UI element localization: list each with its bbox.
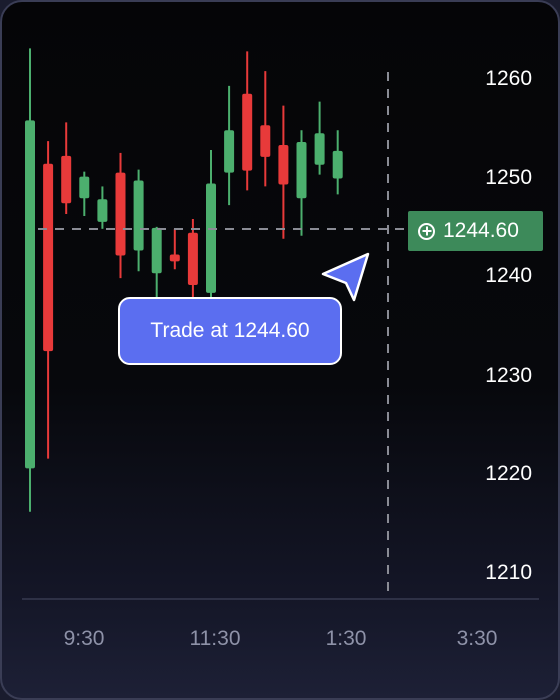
y-tick-label: 1240: [485, 264, 532, 287]
pointer-arrow-icon: [321, 252, 370, 302]
candle-body: [242, 93, 253, 171]
candle-body: [332, 150, 343, 179]
candle-body: [115, 172, 126, 256]
candle-body: [133, 180, 144, 251]
trade-tooltip-button[interactable]: Trade at 1244.60: [118, 297, 342, 365]
candle-body: [206, 183, 216, 293]
candle-body: [97, 199, 108, 222]
current-price-label: 1244.60: [443, 219, 519, 242]
candle-body: [61, 155, 72, 204]
candle-body: [43, 163, 54, 352]
candle-body: [296, 142, 307, 199]
trade-tooltip-label: Trade at 1244.60: [150, 319, 310, 342]
y-tick-label: 1220: [485, 462, 532, 485]
plus-circle-icon[interactable]: [418, 222, 435, 240]
candle-body: [151, 227, 162, 274]
x-tick-label: 3:30: [457, 627, 498, 650]
candle-body: [79, 176, 90, 199]
candle-body: [224, 130, 235, 173]
candle-body: [169, 254, 180, 262]
x-tick-label: 1:30: [326, 627, 367, 650]
candle-body: [314, 133, 325, 165]
y-tick-label: 1230: [485, 364, 532, 387]
x-tick-label: 11:30: [190, 627, 241, 650]
current-price-tag[interactable]: 1244.60: [408, 211, 543, 251]
y-tick-label: 1210: [485, 561, 532, 584]
candle-body: [25, 120, 35, 469]
candle-body: [187, 232, 198, 286]
y-tick-label: 1260: [485, 67, 532, 90]
x-tick-label: 9:30: [64, 627, 105, 650]
candle-body: [278, 145, 289, 185]
y-tick-label: 1250: [485, 166, 532, 189]
candle-body: [260, 125, 271, 157]
